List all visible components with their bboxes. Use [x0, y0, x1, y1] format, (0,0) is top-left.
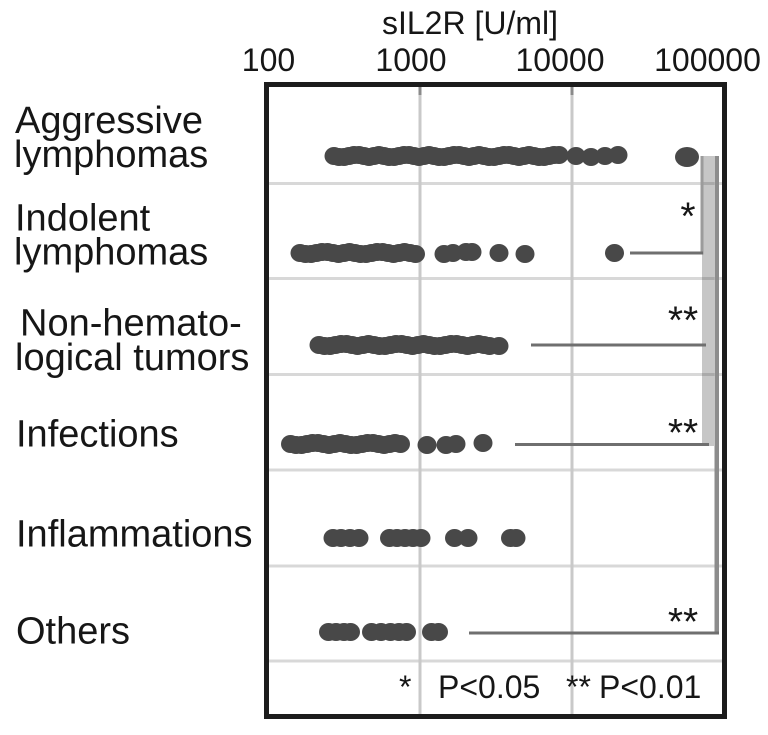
svg-text:sIL2R [U/ml]: sIL2R [U/ml] — [382, 5, 558, 41]
svg-text:100: 100 — [242, 42, 295, 78]
svg-text:Indolent: Indolent — [15, 198, 151, 240]
svg-text:1000: 1000 — [375, 42, 446, 78]
svg-text:P<0.01: P<0.01 — [599, 669, 701, 705]
svg-text:**: ** — [668, 601, 698, 644]
svg-text:Infections: Infections — [16, 414, 179, 456]
svg-text:*: * — [680, 196, 695, 239]
svg-text:100000: 100000 — [654, 42, 761, 78]
svg-text:lymphomas: lymphomas — [14, 232, 208, 274]
svg-text:Others: Others — [16, 611, 130, 653]
svg-text:10000: 10000 — [516, 42, 605, 78]
svg-text:logical tumors: logical tumors — [15, 337, 249, 379]
svg-text:**: ** — [566, 669, 591, 705]
svg-text:Non-hemato-: Non-hemato- — [20, 303, 242, 345]
svg-text:P<0.05: P<0.05 — [438, 669, 540, 705]
svg-text:**: ** — [668, 300, 698, 343]
svg-text:lymphomas: lymphomas — [14, 134, 208, 176]
svg-text:Inflammations: Inflammations — [16, 514, 253, 556]
svg-text:*: * — [399, 669, 411, 705]
svg-text:Aggressive: Aggressive — [15, 100, 203, 142]
svg-text:**: ** — [668, 412, 698, 455]
